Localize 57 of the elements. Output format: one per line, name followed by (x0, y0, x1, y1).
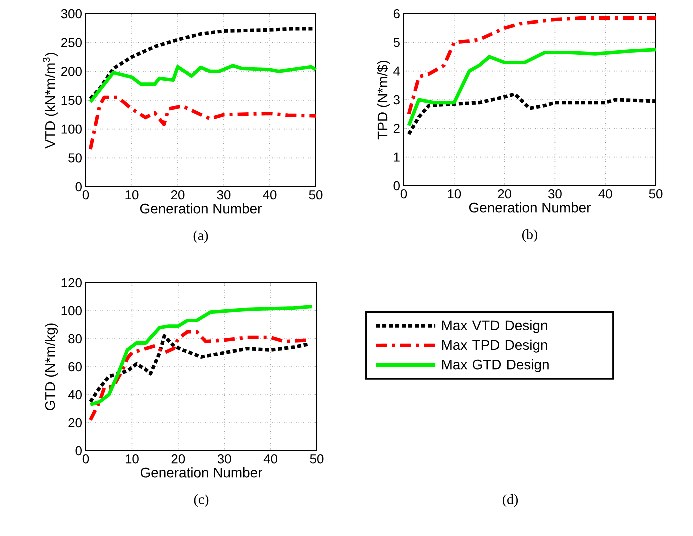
y-tick-label: 2 (394, 124, 400, 134)
y-tick-label: 100 (62, 306, 82, 316)
y-tick-label: 1 (394, 152, 400, 162)
x-tick-label: 20 (171, 190, 185, 200)
x-tick-label: 40 (598, 190, 612, 199)
y-axis-title: GTD (N*m/kg) (45, 324, 58, 410)
y-axis-title: TPD (N*m/$) (377, 60, 390, 140)
x-tick-label: 50 (649, 190, 663, 199)
text: (c) (194, 494, 209, 508)
y-tick-label: 50 (68, 154, 82, 163)
y-tick-label: 0 (394, 181, 400, 191)
x-tick-label: 0 (82, 190, 90, 200)
x-tick-label: 0 (400, 190, 408, 199)
y-tick-label: 0 (76, 446, 82, 456)
legend-label: Max TPD Design (442, 340, 548, 353)
line-series (88, 96, 318, 152)
legend-label: Max GTD Design (442, 359, 549, 372)
y-axis-title: VTD (kN*m/m$^{3}$) (43, 53, 58, 149)
y-tick-label: 300 (61, 9, 82, 19)
y-tick-label: 60 (68, 362, 82, 372)
x-tick-label: 20 (498, 190, 512, 199)
x-axis-title: Generation Number (140, 468, 262, 478)
x-tick-label: 30 (218, 454, 232, 464)
x-tick-label: 30 (548, 190, 562, 199)
x-axis-title: Generation Number (140, 204, 262, 214)
x-tick-label: 30 (217, 190, 231, 200)
text: (d) (502, 494, 518, 508)
line-series (88, 64, 318, 104)
x-tick-label: 10 (126, 454, 139, 464)
x-tick-label: 20 (172, 454, 186, 464)
x-axis-title: Generation Number (469, 202, 591, 213)
y-tick-label: 200 (62, 67, 82, 76)
x-tick-label: 40 (264, 454, 278, 464)
y-tick-label: 40 (68, 390, 82, 400)
legend-label: Max VTD Design (442, 320, 548, 334)
y-tick-label: 6 (394, 9, 400, 19)
y-tick-label: 4 (394, 66, 400, 76)
x-tick-label: 10 (126, 190, 139, 200)
x-tick-label: 50 (309, 190, 323, 200)
y-tick-label: 80 (68, 334, 82, 344)
text: (b) (522, 230, 538, 242)
y-tick-label: 0 (76, 182, 82, 192)
x-tick-label: 10 (448, 190, 462, 199)
y-tick-label: 100 (62, 124, 82, 134)
line-series (407, 48, 658, 128)
line-series (407, 16, 658, 116)
y-tick-label: 120 (62, 278, 82, 288)
y-tick-label: 3 (394, 95, 400, 105)
line-series (88, 305, 314, 407)
y-tick-label: 250 (62, 38, 82, 48)
y-tick-label: 5 (394, 38, 400, 48)
y-tick-label: 20 (68, 418, 82, 428)
x-tick-label: 0 (82, 454, 90, 464)
y-tick-label: 150 (62, 96, 82, 106)
x-tick-label: 40 (263, 190, 277, 200)
text: (a) (194, 230, 208, 244)
x-tick-label: 50 (310, 454, 324, 464)
